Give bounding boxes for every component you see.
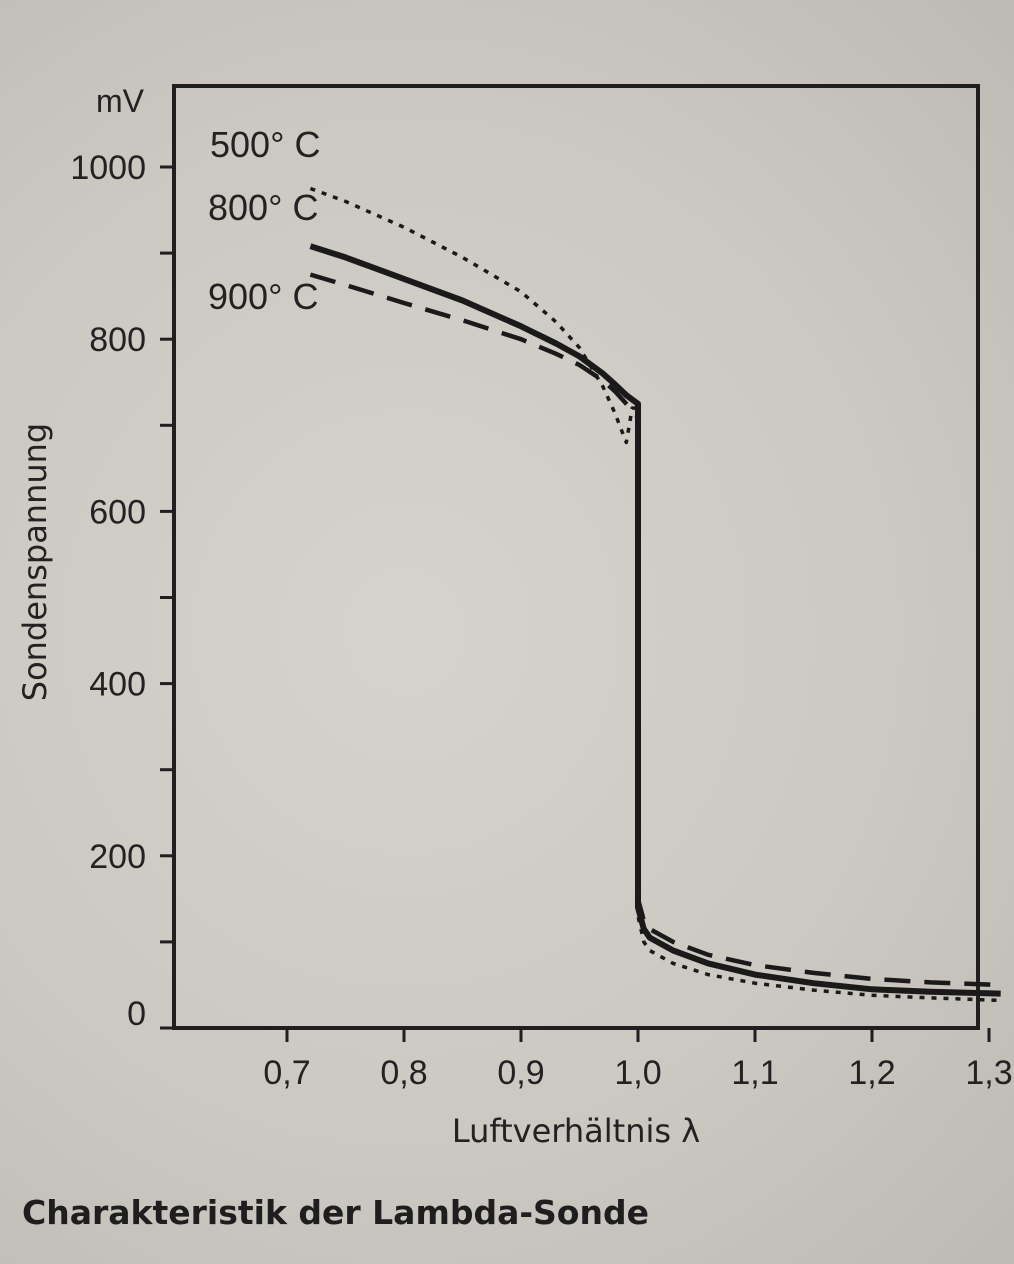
x-axis-title: Luftverhältnis λ bbox=[452, 1112, 700, 1150]
series-layer bbox=[309, 186, 1001, 1003]
x-tick-label: 0,7 bbox=[263, 1054, 310, 1092]
series-label-500: 500° C bbox=[210, 124, 320, 165]
x-tick-label: 1,0 bbox=[614, 1054, 661, 1092]
y-tick-label: 200 bbox=[89, 838, 146, 876]
y-unit-label: mV bbox=[96, 83, 145, 119]
series-line-1 bbox=[309, 243, 1001, 997]
y-axis-title: Sondenspannung bbox=[16, 423, 54, 701]
series-line-0 bbox=[309, 186, 1001, 1003]
plot-frame bbox=[172, 84, 980, 1030]
y-tick-label: 600 bbox=[89, 493, 146, 531]
x-tick-label: 1,3 bbox=[965, 1054, 1012, 1092]
figure-caption: Charakteristik der Lambda-Sonde bbox=[22, 1193, 649, 1232]
series-line-2 bbox=[309, 272, 1001, 988]
x-tick-label: 0,9 bbox=[497, 1054, 544, 1092]
y-tick-label: 800 bbox=[89, 321, 146, 359]
y-tick-label: 0 bbox=[127, 995, 146, 1033]
series-label-900: 900° C bbox=[208, 276, 318, 317]
x-tick-label: 0,8 bbox=[380, 1054, 427, 1092]
y-tick-label: 400 bbox=[89, 666, 146, 704]
y-tick-label: 1000 bbox=[70, 149, 146, 187]
y-axis-ticks: 0 200 400 600 800 1000 bbox=[70, 149, 174, 1033]
x-tick-label: 1,2 bbox=[848, 1054, 895, 1092]
series-label-800: 800° C bbox=[208, 187, 318, 228]
x-axis-ticks: 0,7 0,8 0,9 1,0 1,1 1,2 1,3 bbox=[263, 1028, 1013, 1092]
x-tick-label: 1,1 bbox=[731, 1054, 778, 1092]
